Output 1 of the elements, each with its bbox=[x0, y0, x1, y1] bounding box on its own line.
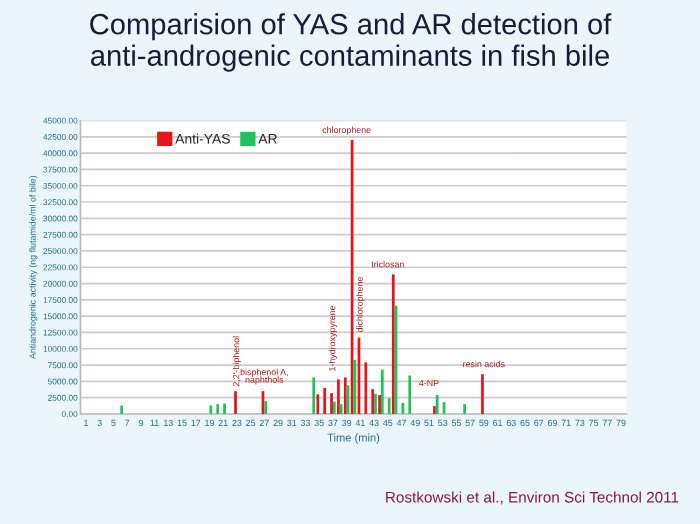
chart-title: Comparision of YAS and AR detection of anti-androgenic contaminants in fish bile bbox=[90, 13, 612, 72]
